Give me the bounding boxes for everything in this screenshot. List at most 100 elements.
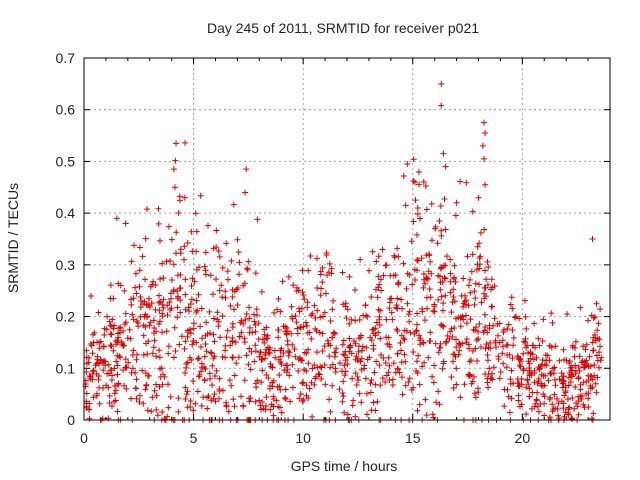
- data-point: [168, 305, 175, 312]
- data-point: [182, 306, 189, 313]
- data-point: [318, 285, 325, 292]
- data-point: [311, 302, 318, 309]
- data-point: [131, 242, 138, 249]
- data-point: [386, 299, 393, 306]
- data-point: [352, 413, 359, 420]
- data-point: [172, 348, 179, 355]
- data-point: [234, 302, 241, 309]
- data-point: [585, 363, 592, 370]
- data-point: [474, 358, 481, 365]
- data-point: [581, 363, 588, 370]
- data-point: [507, 376, 514, 383]
- data-point: [375, 273, 382, 280]
- data-point: [186, 354, 193, 361]
- data-point: [375, 253, 382, 260]
- data-point: [380, 354, 387, 361]
- data-point: [456, 340, 463, 347]
- data-point: [213, 276, 220, 283]
- data-point: [472, 280, 479, 287]
- data-point: [473, 324, 480, 331]
- data-point: [354, 374, 361, 381]
- data-point: [430, 379, 437, 386]
- data-point: [487, 286, 494, 293]
- data-point: [363, 344, 370, 351]
- data-point: [90, 394, 97, 401]
- data-point: [420, 340, 427, 347]
- data-point: [475, 328, 482, 335]
- data-point: [286, 372, 293, 379]
- data-point: [467, 357, 474, 364]
- data-point: [393, 326, 400, 333]
- data-point: [231, 288, 238, 295]
- data-point: [516, 315, 523, 322]
- data-point: [512, 313, 519, 320]
- data-point: [395, 253, 402, 260]
- data-point: [492, 337, 499, 344]
- data-point: [413, 231, 420, 238]
- data-point: [110, 295, 117, 302]
- data-point: [394, 295, 401, 302]
- data-point: [474, 266, 481, 273]
- data-point: [462, 312, 469, 319]
- data-point: [110, 347, 117, 354]
- data-point: [235, 249, 242, 256]
- data-point: [351, 337, 358, 344]
- data-point: [120, 327, 127, 334]
- data-point: [92, 362, 99, 369]
- data-point: [489, 303, 496, 310]
- data-point: [383, 372, 390, 379]
- data-point: [339, 389, 346, 396]
- data-point: [252, 342, 259, 349]
- data-point: [96, 384, 103, 391]
- data-point: [456, 347, 463, 354]
- data-point: [466, 373, 473, 380]
- data-point: [264, 344, 271, 351]
- data-point: [451, 324, 458, 331]
- data-point: [553, 395, 560, 402]
- data-point: [145, 295, 152, 302]
- data-point: [252, 321, 259, 328]
- data-point: [372, 381, 379, 388]
- data-point: [364, 356, 371, 363]
- data-point: [592, 334, 599, 341]
- y-tick-label: 0.6: [56, 102, 76, 118]
- data-point: [486, 365, 493, 372]
- data-point: [346, 343, 353, 350]
- data-point: [401, 327, 408, 334]
- data-point: [193, 228, 200, 235]
- data-point: [468, 380, 475, 387]
- data-point: [148, 300, 155, 307]
- data-point: [224, 327, 231, 334]
- data-point: [292, 353, 299, 360]
- data-point: [452, 212, 459, 219]
- data-point: [376, 362, 383, 369]
- data-point: [359, 347, 366, 354]
- data-point: [360, 312, 367, 319]
- data-point: [542, 372, 549, 379]
- data-point: [243, 166, 250, 173]
- data-point: [469, 251, 476, 258]
- data-point: [187, 326, 194, 333]
- data-point: [105, 370, 112, 377]
- data-point: [261, 339, 268, 346]
- data-point: [230, 396, 237, 403]
- data-point: [317, 314, 324, 321]
- data-point: [431, 303, 438, 310]
- data-point: [457, 394, 464, 401]
- data-point: [272, 354, 279, 361]
- data-point: [153, 353, 160, 360]
- data-point: [565, 404, 572, 411]
- data-point: [194, 307, 201, 314]
- data-point: [346, 320, 353, 327]
- data-point: [184, 239, 191, 246]
- data-point: [152, 282, 159, 289]
- data-point: [216, 375, 223, 382]
- data-point: [197, 192, 204, 199]
- data-point: [385, 369, 392, 376]
- data-point: [167, 257, 174, 264]
- data-point: [278, 409, 285, 416]
- data-point: [153, 328, 160, 335]
- data-point: [487, 339, 494, 346]
- data-point: [433, 399, 440, 406]
